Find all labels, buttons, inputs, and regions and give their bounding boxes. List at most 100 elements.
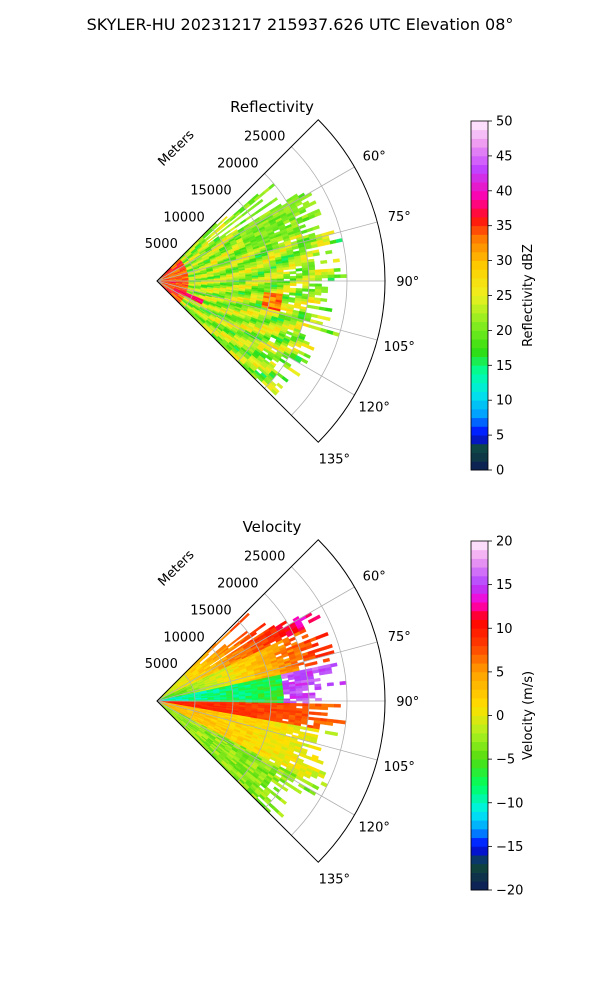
data-cell xyxy=(308,283,316,287)
figure-title: SKYLER-HU 20231217 215937.626 UTC Elevat… xyxy=(86,15,514,34)
colorbar-tick-label: 30 xyxy=(496,254,513,269)
range-tick-label: 20000 xyxy=(217,577,258,592)
data-cell xyxy=(255,208,263,214)
data-cell xyxy=(258,696,265,700)
colorbar-segment xyxy=(471,846,488,856)
colorbar-tick-label: 10 xyxy=(496,394,513,409)
colorbar-segment xyxy=(471,243,488,253)
range-axis-label: Meters xyxy=(156,127,198,169)
data-cell xyxy=(320,259,328,265)
data-cell xyxy=(321,268,329,273)
colorbar-segment xyxy=(471,461,488,471)
colorbar-segment xyxy=(471,129,488,139)
data-cell xyxy=(221,215,228,222)
data-cell xyxy=(308,277,316,282)
data-cell xyxy=(279,798,288,805)
data-cell xyxy=(277,696,284,700)
colorbar-tick-label: 10 xyxy=(496,622,513,637)
data-cell xyxy=(239,218,247,225)
panel-reflectivity: Reflectivity 5000 10000 15000 20000 25000 Mete… xyxy=(145,98,536,479)
data-cell xyxy=(295,695,303,699)
colorbar-segment xyxy=(471,881,488,891)
data-cell xyxy=(295,703,303,707)
colorbar-segment xyxy=(471,339,488,349)
data-cell xyxy=(300,358,309,365)
data-cell xyxy=(295,262,303,267)
colorbar-segment xyxy=(471,408,488,419)
colorbar-tick-label: −5 xyxy=(496,753,515,768)
data-cell xyxy=(295,273,303,277)
data-cell xyxy=(314,686,322,691)
data-cell xyxy=(311,642,319,648)
range-tick-label: 5000 xyxy=(145,657,178,672)
colorbar-segment xyxy=(471,732,488,743)
colorbar-segment xyxy=(471,138,488,148)
colorbar-segment xyxy=(471,199,488,209)
data-cell xyxy=(270,197,279,204)
colorbar-segment xyxy=(471,645,488,655)
data-cell xyxy=(289,283,297,287)
data-cell xyxy=(256,198,264,206)
colorbar-segment xyxy=(471,636,488,647)
data-cell xyxy=(299,726,307,731)
data-cell xyxy=(283,276,291,280)
data-cell xyxy=(327,277,335,282)
colorbar-segment xyxy=(471,689,488,699)
data-cell xyxy=(282,289,290,293)
azimuth-tick-label: 75° xyxy=(388,630,411,645)
colorbar-tick-label: −10 xyxy=(496,796,523,811)
colorbar-segment xyxy=(471,863,488,873)
data-cell xyxy=(333,267,341,272)
data-cell xyxy=(276,382,284,390)
range-tick-label: 15000 xyxy=(190,603,231,618)
colorbar-segment xyxy=(471,286,488,296)
azimuth-tick-label: 90° xyxy=(396,275,419,290)
azimuth-tick-label: 90° xyxy=(396,695,419,710)
data-cell xyxy=(302,742,310,748)
data-cell xyxy=(264,276,272,280)
data-cell xyxy=(332,719,340,724)
data-cell xyxy=(321,289,329,294)
data-cell xyxy=(335,238,344,244)
data-cell xyxy=(270,696,278,700)
data-cell xyxy=(283,273,291,277)
data-cell xyxy=(312,305,320,310)
data-cell xyxy=(314,211,322,218)
data-cell xyxy=(313,300,321,305)
colorbar-segment xyxy=(471,234,488,244)
colorbar-segment xyxy=(471,541,488,551)
data-cell xyxy=(307,681,315,686)
colorbar-segment xyxy=(471,575,488,586)
colorbar-segment xyxy=(471,452,488,462)
colorbar-segment xyxy=(471,164,488,174)
colorbar-segment xyxy=(471,828,488,839)
data-cell xyxy=(302,278,310,282)
colorbar-segment xyxy=(471,837,488,847)
data-cell xyxy=(311,313,319,319)
colorbar-segment xyxy=(471,680,488,690)
data-cell xyxy=(307,716,315,721)
colorbar-tick-label: 15 xyxy=(496,578,513,593)
data-cell xyxy=(326,721,334,726)
data-cell xyxy=(308,703,316,707)
data-cell xyxy=(304,662,312,668)
reflectivity-colorbar: 0 5 10 15 20 25 30 35 40 45 50 Reflectivity dBZ xyxy=(470,115,536,479)
data-cell xyxy=(339,719,347,725)
data-cell xyxy=(285,330,294,336)
data-cell xyxy=(289,695,297,699)
range-tick-label: 10000 xyxy=(163,630,204,645)
data-cell xyxy=(302,283,310,287)
data-cell xyxy=(302,692,310,697)
data-cell xyxy=(254,626,262,633)
range-axis-label: Meters xyxy=(156,547,198,589)
data-cell xyxy=(314,272,322,276)
colorbar-segment xyxy=(471,382,488,392)
data-cell xyxy=(304,754,312,761)
colorbar-segment xyxy=(471,347,488,357)
azimuth-tick-label: 135° xyxy=(319,872,350,887)
range-tick-label: 15000 xyxy=(190,183,231,198)
data-cell xyxy=(339,680,347,686)
data-cell xyxy=(329,239,337,245)
colorbar-tick-label: 35 xyxy=(496,219,513,234)
